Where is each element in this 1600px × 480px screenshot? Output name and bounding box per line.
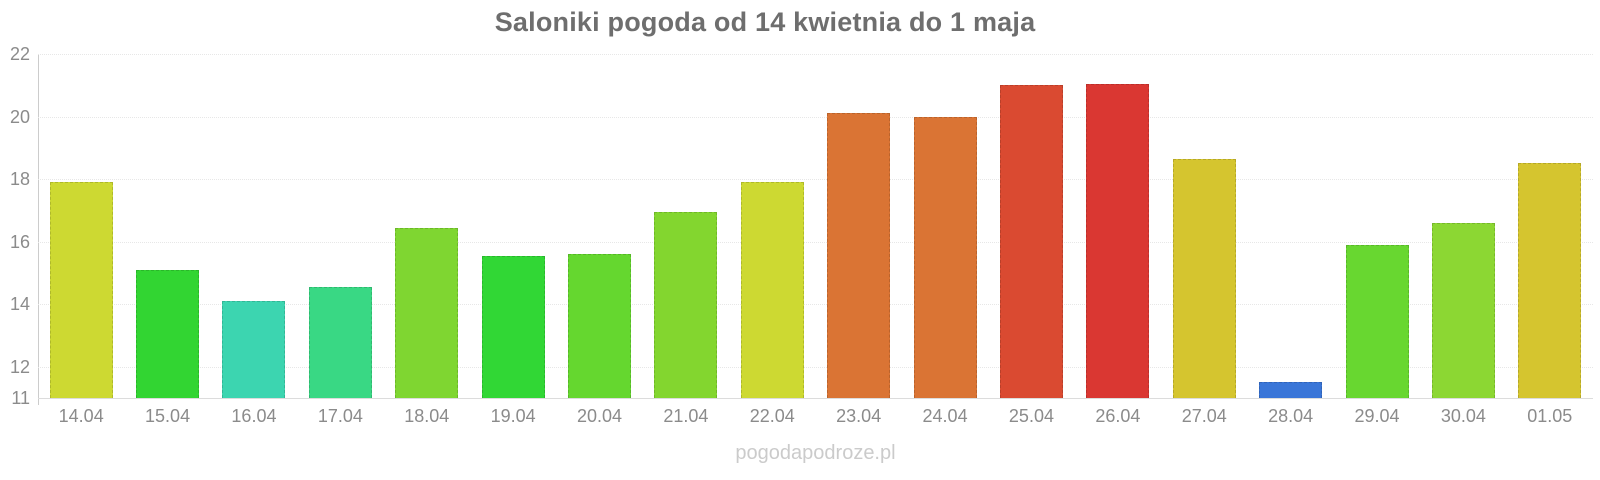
chart-title: Saloniki pogoda od 14 kwietnia do 1 maja	[494, 7, 1036, 37]
bar-20.04[interactable]	[568, 254, 632, 398]
x-axis-label: 29.04	[1354, 406, 1400, 426]
bar-16.04[interactable]	[222, 301, 286, 398]
bar-30.04[interactable]	[1431, 222, 1495, 398]
y-axis-label: 16	[9, 231, 30, 252]
bar-19.04[interactable]	[481, 255, 545, 398]
x-axis-label: 28.04	[1268, 406, 1314, 426]
y-axis-label: 20	[9, 106, 30, 127]
x-axis-baseline	[38, 398, 1593, 399]
gridline	[38, 366, 1593, 368]
bar-23.04[interactable]	[827, 113, 891, 398]
gridline	[38, 116, 1593, 118]
gridline	[38, 304, 1593, 306]
x-axis-label: 24.04	[922, 406, 968, 426]
x-axis-label: 16.04	[231, 406, 277, 426]
bar-28.04[interactable]	[1259, 382, 1323, 398]
bar-25.04[interactable]	[999, 85, 1063, 398]
bar-26.04[interactable]	[1086, 83, 1150, 398]
y-axis-label: 14	[9, 294, 30, 315]
bar-24.04[interactable]	[913, 116, 977, 398]
bar-17.04[interactable]	[308, 286, 372, 398]
x-axis-label: 23.04	[836, 406, 882, 426]
x-axis-label: 22.04	[749, 406, 795, 426]
x-axis-label: 26.04	[1095, 406, 1141, 426]
y-axis-label: 18	[9, 169, 30, 190]
plot-area	[38, 54, 1593, 399]
bar-27.04[interactable]	[1172, 158, 1236, 398]
x-axis-label: 17.04	[317, 406, 363, 426]
y-axis-line	[38, 54, 39, 405]
x-axis-label: 20.04	[576, 406, 623, 426]
y-axis-label: 11	[11, 388, 30, 408]
y-axis-label: 12	[9, 356, 30, 377]
bar-14.04[interactable]	[49, 182, 113, 398]
bar-29.04[interactable]	[1345, 244, 1409, 398]
gridline	[38, 241, 1593, 243]
gridline	[38, 179, 1593, 181]
x-axis-label: 25.04	[1008, 406, 1054, 426]
y-axis-label: 22	[9, 44, 30, 64]
x-axis-label: 21.04	[663, 406, 709, 426]
x-axis-label: 30.04	[1440, 406, 1486, 426]
bar-21.04[interactable]	[654, 211, 718, 398]
x-axis-label: 14.04	[58, 406, 104, 426]
bar-15.04[interactable]	[136, 269, 200, 398]
watermark: pogodapodroze.pl	[735, 442, 896, 464]
bar-22.04[interactable]	[740, 182, 804, 398]
bar-18.04[interactable]	[395, 227, 459, 398]
gridline	[38, 54, 1593, 55]
bar-01.05[interactable]	[1518, 163, 1582, 398]
x-axis-label: 01.05	[1527, 406, 1573, 426]
x-axis-label: 18.04	[404, 406, 450, 426]
x-axis-label: 27.04	[1181, 406, 1227, 426]
x-axis-label: 19.04	[490, 406, 536, 426]
x-axis-label: 15.04	[145, 406, 191, 426]
